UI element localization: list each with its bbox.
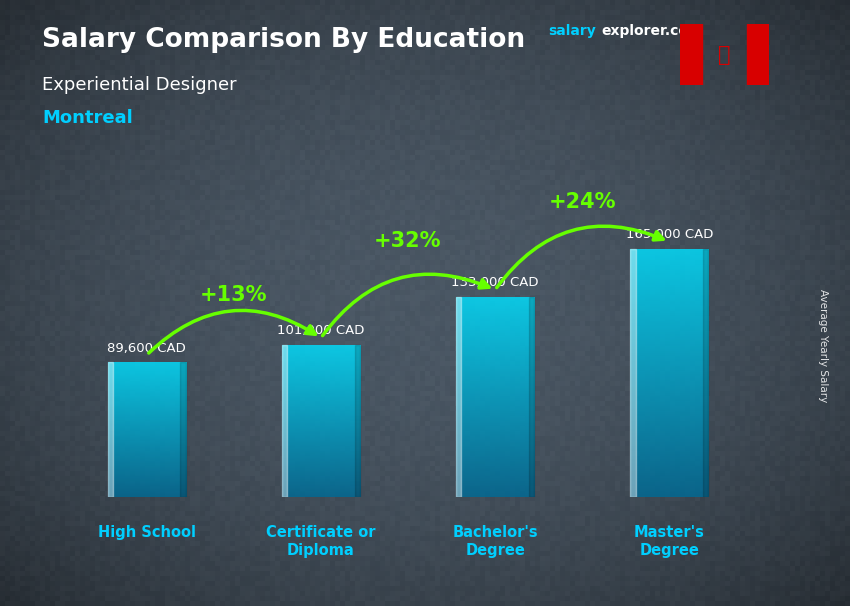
Text: 133,000 CAD: 133,000 CAD <box>451 276 539 290</box>
Bar <box>703 249 708 497</box>
Bar <box>281 345 287 497</box>
Text: High School: High School <box>98 525 196 541</box>
Text: Master's
Degree: Master's Degree <box>634 525 705 558</box>
Text: 101,000 CAD: 101,000 CAD <box>277 324 365 338</box>
Text: +13%: +13% <box>200 285 268 305</box>
Text: +32%: +32% <box>374 231 442 251</box>
Bar <box>529 298 535 497</box>
Bar <box>456 298 462 497</box>
Text: Bachelor's
Degree: Bachelor's Degree <box>452 525 538 558</box>
Bar <box>354 345 360 497</box>
Text: Montreal: Montreal <box>42 109 133 127</box>
Text: +24%: +24% <box>548 192 616 212</box>
Bar <box>180 362 186 497</box>
Text: 165,000 CAD: 165,000 CAD <box>626 228 713 241</box>
Text: salary: salary <box>548 24 596 38</box>
Text: 🍁: 🍁 <box>718 44 731 65</box>
Text: Salary Comparison By Education: Salary Comparison By Education <box>42 27 525 53</box>
Bar <box>630 249 636 497</box>
Bar <box>747 24 769 85</box>
Text: Experiential Designer: Experiential Designer <box>42 76 237 94</box>
Bar <box>680 24 702 85</box>
Text: explorer.com: explorer.com <box>602 24 703 38</box>
Text: 89,600 CAD: 89,600 CAD <box>107 342 186 355</box>
Text: Average Yearly Salary: Average Yearly Salary <box>818 289 828 402</box>
Text: Certificate or
Diploma: Certificate or Diploma <box>266 525 376 558</box>
Bar <box>108 362 113 497</box>
